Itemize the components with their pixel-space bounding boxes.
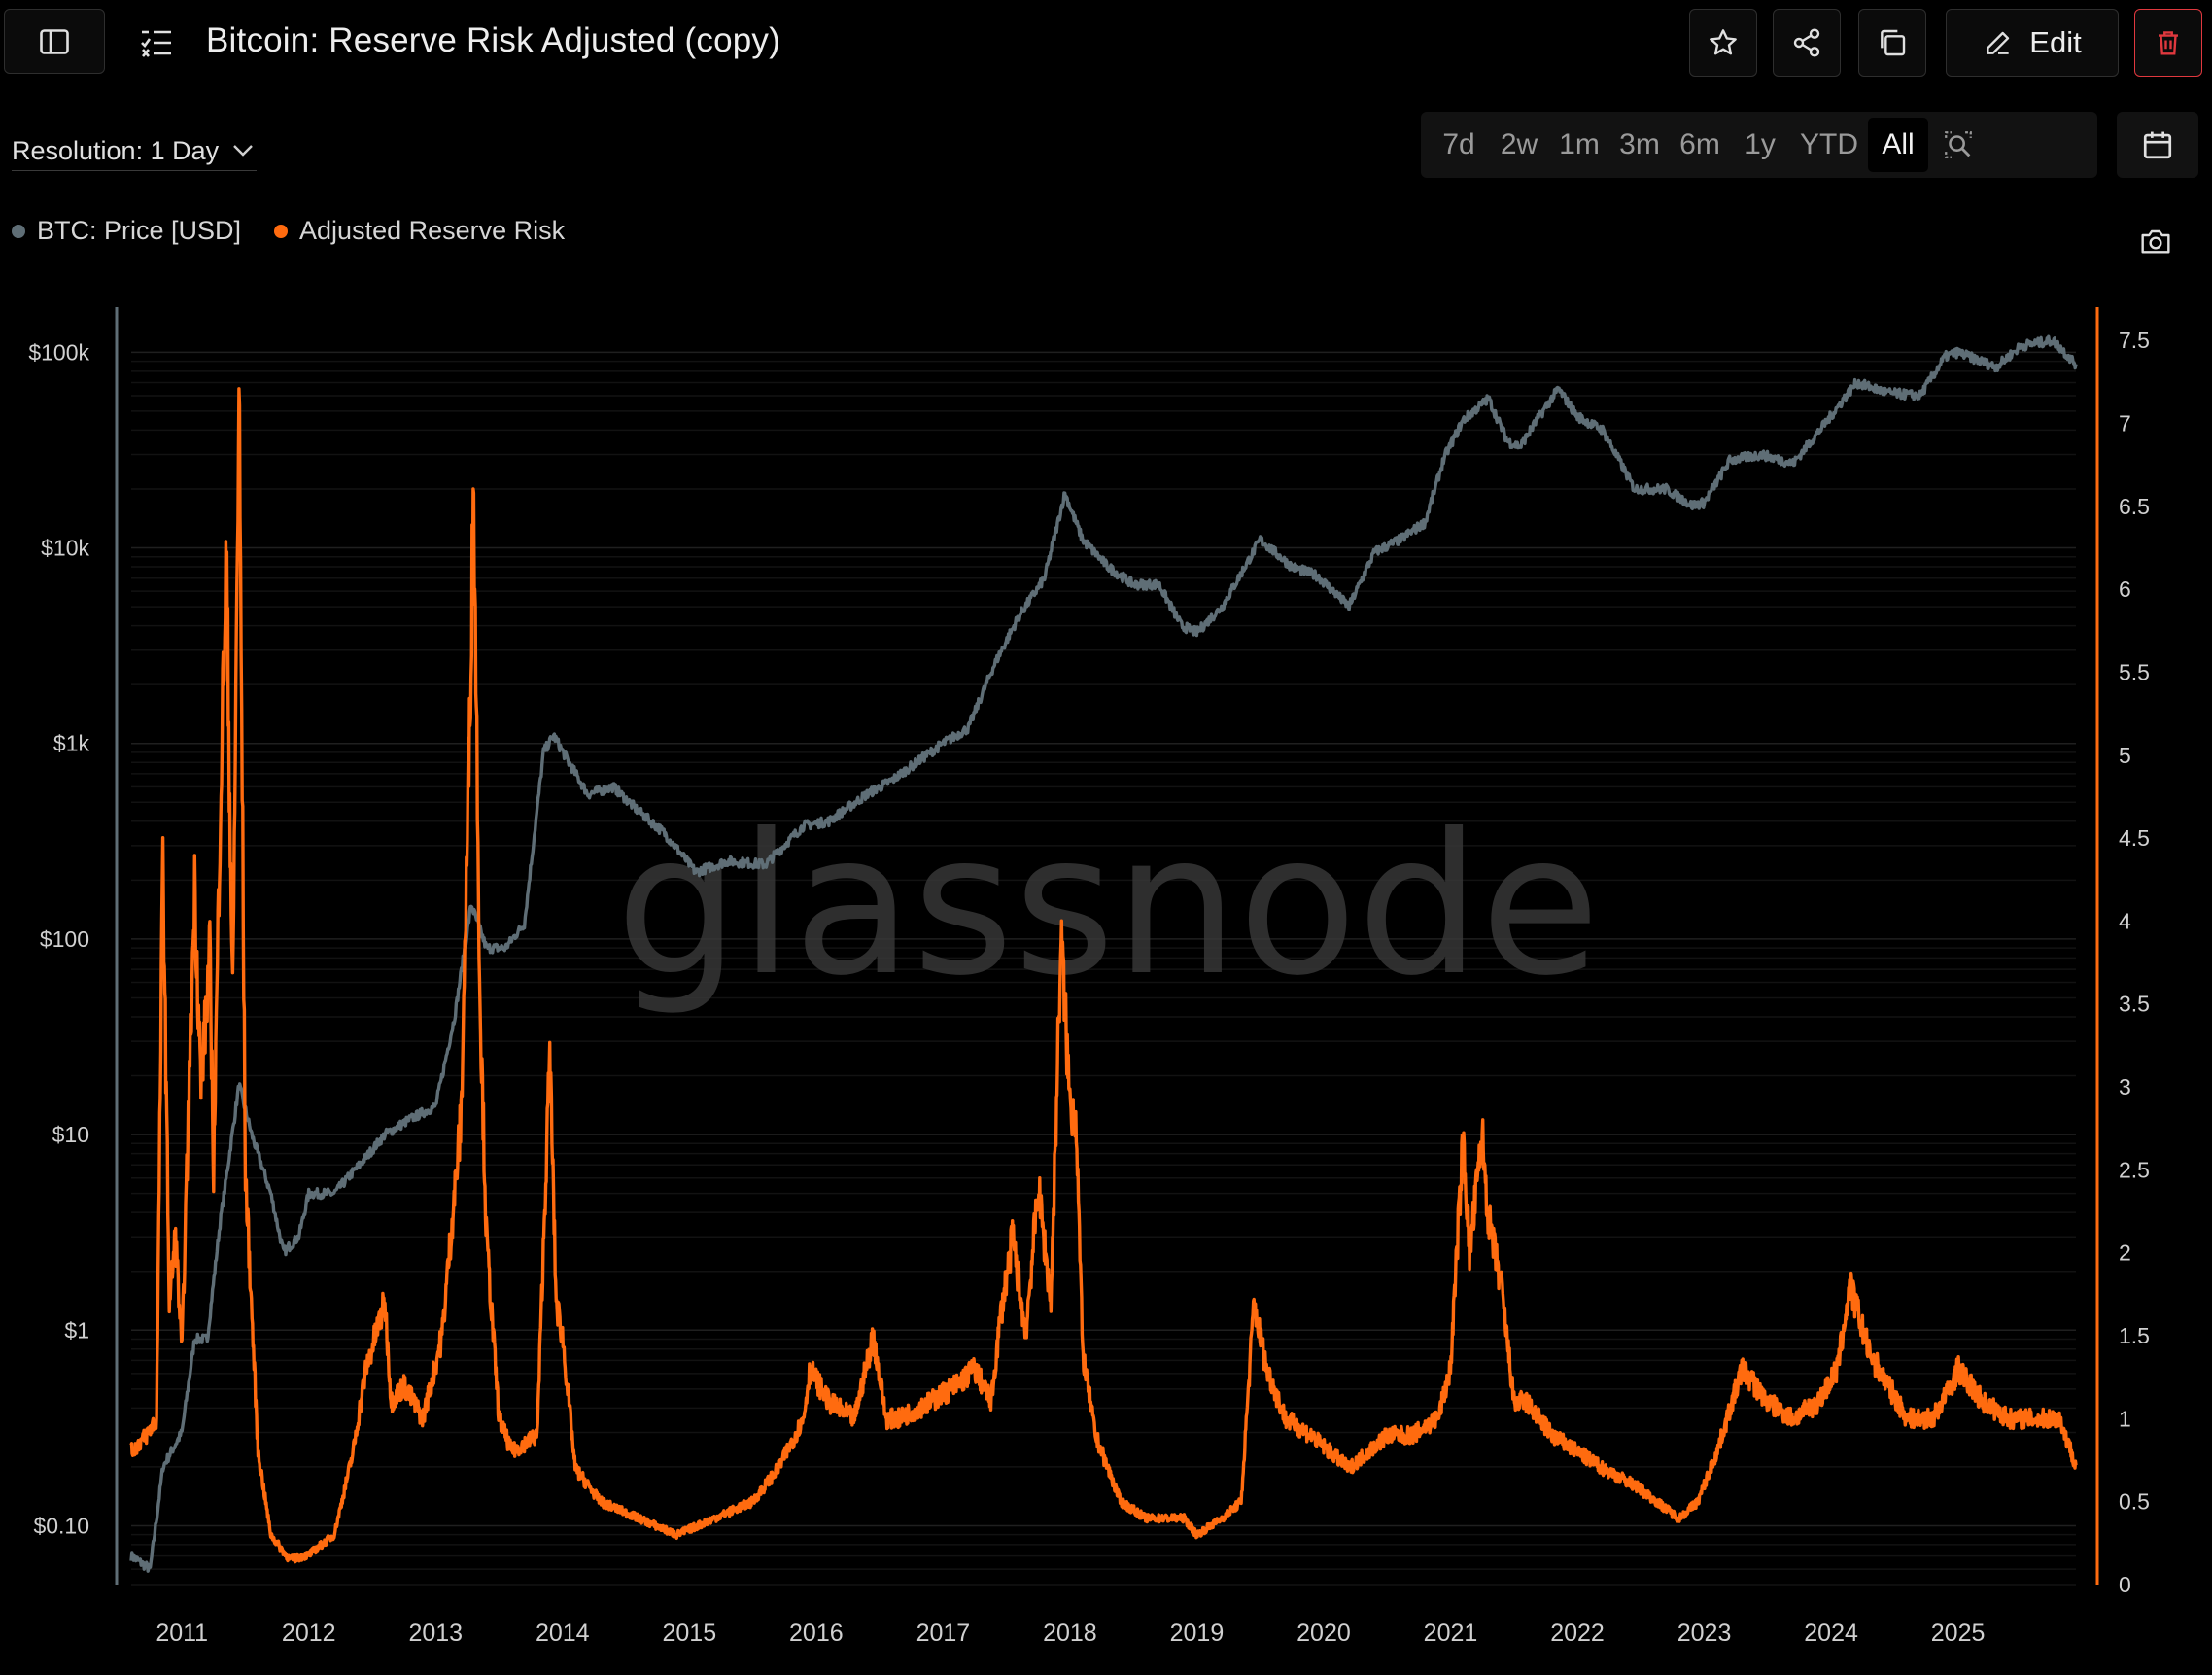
calendar-icon (2143, 131, 2172, 159)
x-tick-label: 2014 (536, 1620, 590, 1647)
x-tick-label: 2019 (1170, 1620, 1225, 1647)
right-tick-label: 2.5 (2119, 1157, 2150, 1182)
right-tick-label: 4.5 (2119, 825, 2150, 851)
right-tick-label: 3 (2119, 1074, 2131, 1099)
sidebar-toggle-button[interactable] (4, 9, 105, 74)
chevron-down-icon (233, 145, 253, 157)
screenshot-button[interactable] (2140, 227, 2173, 257)
left-tick-label: $1k (53, 731, 90, 756)
share-button[interactable] (1773, 9, 1841, 77)
legend-label-price: BTC: Price [USD] (37, 216, 242, 245)
right-tick-label: 1.5 (2119, 1323, 2150, 1348)
page-title: Bitcoin: Reserve Risk Adjusted (copy) (206, 21, 780, 59)
right-tick-label: 1 (2119, 1406, 2131, 1431)
right-tick-label: 5.5 (2119, 659, 2150, 684)
legend-item-risk[interactable]: Adjusted Reserve Risk (274, 216, 565, 246)
resolution-label: Resolution: 1 Day (12, 135, 220, 165)
right-tick-label: 0.5 (2119, 1489, 2150, 1515)
right-tick-label: 4 (2119, 908, 2131, 933)
x-tick-label: 2017 (916, 1620, 971, 1647)
x-tick-label: 2024 (1804, 1620, 1858, 1647)
range-7d-button[interactable]: 7d (1442, 128, 1475, 160)
range-2w-button[interactable]: 2w (1500, 128, 1538, 160)
left-tick-label: $100k (28, 339, 89, 365)
x-tick-label: 2021 (1424, 1620, 1478, 1647)
right-tick-label: 0 (2119, 1572, 2131, 1597)
right-tick-label: 3.5 (2119, 992, 2150, 1017)
edit-button[interactable]: Edit (1946, 9, 2119, 77)
x-tick-label: 2020 (1296, 1620, 1351, 1647)
star-icon (1710, 29, 1737, 55)
right-tick-label: 5 (2119, 743, 2131, 768)
chart-legend: BTC: Price [USD] Adjusted Reserve Risk (12, 216, 598, 246)
x-tick-label: 2023 (1677, 1620, 1732, 1647)
right-tick-label: 2 (2119, 1240, 2131, 1266)
legend-item-price[interactable]: BTC: Price [USD] (12, 216, 241, 246)
pencil-icon (1987, 31, 2010, 54)
x-tick-label: 2016 (789, 1620, 844, 1647)
camera-icon (2141, 229, 2170, 254)
delete-button[interactable] (2134, 9, 2202, 77)
legend-dot-risk (274, 224, 289, 238)
zoom-search-button[interactable] (1928, 118, 1988, 172)
duplicate-button[interactable] (1858, 9, 1926, 77)
left-tick-label: $10k (41, 536, 89, 561)
x-tick-label: 2025 (1931, 1620, 1986, 1647)
checklist-icon (141, 30, 171, 57)
share-icon (1793, 28, 1820, 57)
range-3m-button[interactable]: 3m (1619, 128, 1660, 160)
left-tick-label: $10 (52, 1122, 89, 1147)
left-tick-label: $0.10 (33, 1513, 89, 1538)
right-tick-label: 6 (2119, 576, 2131, 602)
range-all-button[interactable]: All (1868, 118, 1928, 172)
risk-series-line (129, 387, 2078, 1564)
left-tick-label: $100 (40, 926, 89, 952)
x-tick-label: 2018 (1043, 1620, 1097, 1647)
right-tick-label: 7.5 (2119, 328, 2150, 353)
range-1m-button[interactable]: 1m (1559, 128, 1600, 160)
range-ytd-button[interactable]: YTD (1800, 128, 1858, 160)
time-range-selector: 7d 2w 1m 3m 6m 1y YTD All (1421, 112, 2097, 178)
x-tick-label: 2015 (663, 1620, 717, 1647)
legend-dot-price (12, 224, 25, 238)
trash-icon (2159, 31, 2178, 55)
legend-label-risk: Adjusted Reserve Risk (299, 216, 566, 245)
right-tick-label: 6.5 (2119, 494, 2150, 519)
watermark: glassnode (616, 792, 1601, 1019)
zoom-search-icon (1945, 131, 1972, 158)
edit-label: Edit (2029, 25, 2082, 59)
left-tick-label: $1 (64, 1317, 89, 1343)
x-tick-label: 2013 (408, 1620, 463, 1647)
range-1y-button[interactable]: 1y (1745, 128, 1776, 160)
calendar-button[interactable] (2117, 112, 2198, 178)
copy-icon (1881, 29, 1906, 56)
x-tick-label: 2022 (1550, 1620, 1605, 1647)
x-tick-label: 2011 (156, 1620, 208, 1647)
price-series-line (129, 334, 2078, 1573)
resolution-select[interactable]: Resolution: 1 Day (12, 131, 257, 171)
range-6m-button[interactable]: 6m (1679, 128, 1720, 160)
favorite-button[interactable] (1689, 9, 1757, 77)
checklist-button[interactable] (140, 27, 175, 62)
x-tick-label: 2012 (282, 1620, 336, 1647)
right-tick-label: 7 (2119, 410, 2131, 436)
chart-area: glassnode $0.10 $1 $10 $100 $1k $10k $100k 0 0.… (28, 307, 2150, 1647)
sidebar-toggle-icon (40, 28, 69, 54)
